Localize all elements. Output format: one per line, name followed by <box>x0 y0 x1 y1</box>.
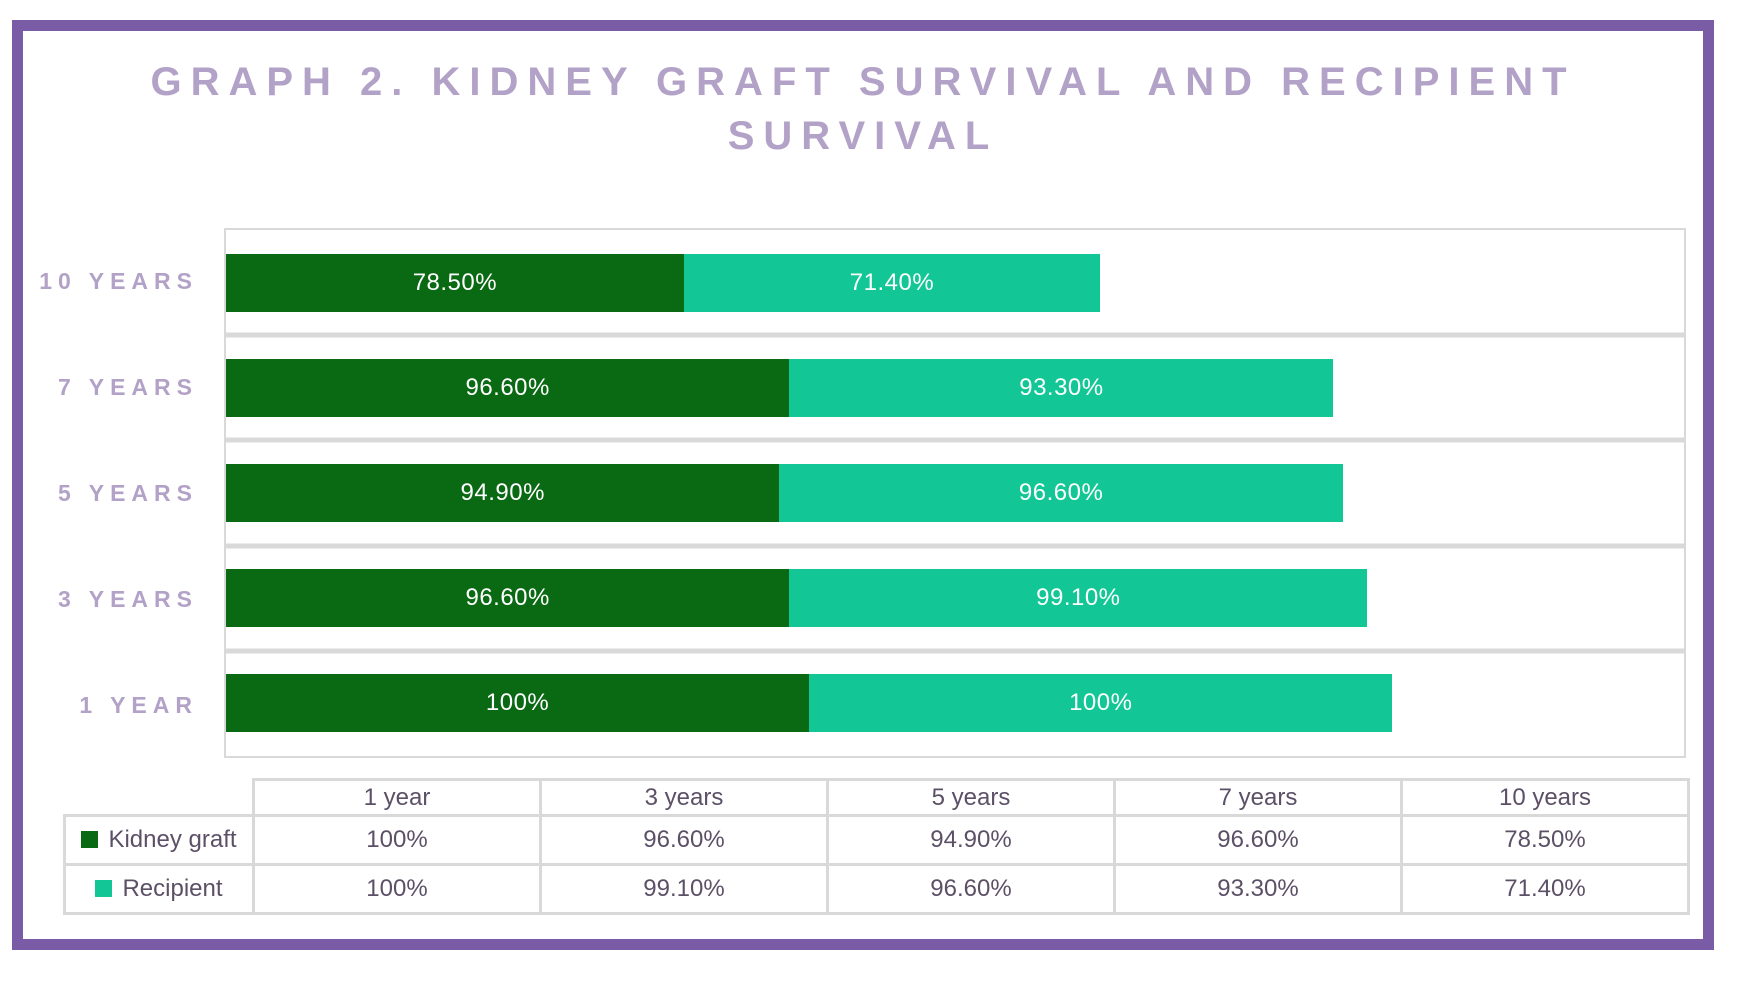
table-cell: 100% <box>252 814 542 866</box>
chart-frame: GRAPH 2. KIDNEY GRAFT SURVIVAL AND RECIP… <box>12 20 1714 950</box>
stacked-bar-3-years: 96.60% 99.10% <box>226 569 1684 628</box>
table-header-cell: 7 years <box>1113 778 1403 817</box>
chart-title-line1: GRAPH 2. KIDNEY GRAFT SURVIVAL AND RECIP… <box>150 60 1576 104</box>
chart-title-line2: SURVIVAL <box>727 114 999 158</box>
legend-swatch <box>95 880 113 897</box>
bar-segment-kidney-graft-3-years: 96.60% <box>226 569 790 628</box>
table-header-row: 1 year 3 years 5 years 7 years 10 years <box>64 778 1690 817</box>
chart-title: GRAPH 2. KIDNEY GRAFT SURVIVAL AND RECIP… <box>23 55 1703 163</box>
stacked-bar-7-years: 96.60% 93.30% <box>226 358 1684 417</box>
legend-label: Recipient <box>122 875 223 902</box>
table-row-kidney-graft: Kidney graft 100% 96.60% 94.90% 96.60% 7… <box>63 814 1690 866</box>
table-row-recipient: Recipient 100% 99.10% 96.60% 93.30% 71.4… <box>63 863 1690 915</box>
bar-value-label: 96.60% <box>1018 479 1104 506</box>
stacked-bar-1-year: 100% 100% <box>226 674 1684 733</box>
data-table: 1 year 3 years 5 years 7 years 10 years … <box>63 778 1690 915</box>
table-cell: 96.60% <box>1113 814 1403 866</box>
table-header-cell: 3 years <box>539 778 829 817</box>
plot-area: 78.50% 71.40% 96.60% 93.30% 94.90% 96.60% 96.6… <box>224 228 1686 758</box>
bar-value-label: 96.60% <box>465 373 550 401</box>
category-label-3-years: 3 YEARS <box>57 585 198 612</box>
bar-segment-kidney-graft-10-years: 78.50% <box>226 253 684 312</box>
legend-swatch <box>81 831 99 848</box>
chart-row-1-year: 100% 100% <box>226 651 1684 756</box>
table-header-cell: 1 year <box>252 778 542 817</box>
bar-segment-recipient-1-year: 100% <box>809 674 1393 733</box>
chart-row-3-years: 96.60% 99.10% <box>226 546 1684 651</box>
category-label-7-years: 7 YEARS <box>57 373 198 400</box>
bar-value-label: 100% <box>485 689 550 717</box>
table-header-cell: 10 years <box>1400 778 1690 817</box>
bar-segment-recipient-5-years: 96.60% <box>779 464 1343 522</box>
category-separator-gridline <box>226 648 1684 654</box>
chart-row-5-years: 94.90% 96.60% <box>226 440 1684 545</box>
table-cell: 71.40% <box>1400 863 1690 915</box>
table-corner-cell <box>64 779 254 816</box>
category-label-5-years: 5 YEARS <box>57 479 198 506</box>
bar-value-label: 94.90% <box>460 479 545 506</box>
bar-value-label: 100% <box>1069 689 1133 717</box>
bar-value-label: 99.10% <box>1036 584 1121 612</box>
stacked-bar-5-years: 94.90% 96.60% <box>226 464 1684 522</box>
category-separator-gridline <box>226 437 1684 443</box>
table-cell: 99.10% <box>539 863 829 915</box>
bar-value-label: 96.60% <box>465 584 550 612</box>
chart-row-10-years: 78.50% 71.40% <box>226 230 1684 335</box>
table-cell: 96.60% <box>826 863 1116 915</box>
category-separator-gridline <box>226 332 1684 338</box>
bar-value-label: 78.50% <box>412 268 498 296</box>
table-header-cell: 5 years <box>826 778 1116 817</box>
chart-row-7-years: 96.60% 93.30% <box>226 335 1684 440</box>
table-cell: 78.50% <box>1400 814 1690 866</box>
bar-segment-recipient-7-years: 93.30% <box>789 358 1334 417</box>
table-cell: 100% <box>252 863 542 915</box>
bar-segment-recipient-10-years: 71.40% <box>683 253 1101 312</box>
stacked-bar-10-years: 78.50% 71.40% <box>226 253 1684 312</box>
category-separator-gridline <box>226 543 1684 549</box>
category-label-1-year: 1 YEAR <box>79 691 198 718</box>
legend-cell-kidney-graft: Kidney graft <box>63 814 255 866</box>
bar-segment-kidney-graft-7-years: 96.60% <box>226 358 790 417</box>
category-label-10-years: 10 YEARS <box>39 267 198 294</box>
legend-cell-recipient: Recipient <box>63 863 255 915</box>
bar-segment-kidney-graft-5-years: 94.90% <box>226 464 780 522</box>
legend-label: Kidney graft <box>108 826 237 853</box>
bar-value-label: 71.40% <box>849 268 935 296</box>
table-cell: 96.60% <box>539 814 829 866</box>
category-axis: 10 YEARS 7 YEARS 5 YEARS 3 YEARS 1 YEAR <box>23 228 198 758</box>
table-cell: 94.90% <box>826 814 1116 866</box>
bar-segment-recipient-3-years: 99.10% <box>789 569 1368 628</box>
bar-value-label: 93.30% <box>1019 373 1104 401</box>
bar-segment-kidney-graft-1-year: 100% <box>226 674 810 733</box>
table-cell: 93.30% <box>1113 863 1403 915</box>
